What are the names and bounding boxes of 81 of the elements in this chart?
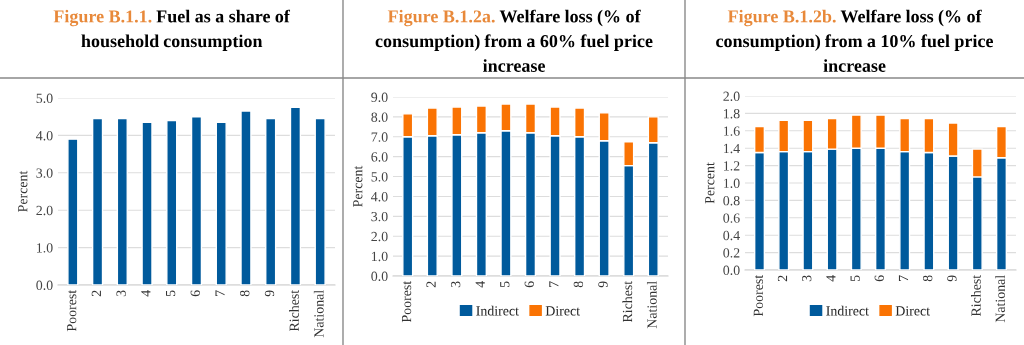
bar: [190, 116, 203, 285]
x-tick-label: Richest: [970, 274, 981, 317]
y-tick-label: 2.0: [36, 205, 53, 216]
x-tick-label: 8: [573, 281, 584, 288]
y-axis-title: Percent: [353, 165, 363, 207]
y-tick-label: 1.0: [37, 243, 53, 253]
x-tick-label: 9: [598, 281, 608, 288]
y-tick-label: 2.0: [371, 231, 388, 242]
x-tick-label: 2: [426, 281, 436, 288]
y-axis-title: Percent: [18, 170, 28, 212]
x-tick-label: 3: [802, 275, 812, 282]
y-tick-label: 0.6: [723, 213, 740, 223]
bar: [215, 121, 227, 285]
y-tick-label: 5.0: [371, 172, 388, 182]
x-tick-label: National: [995, 275, 1005, 323]
bar: [166, 119, 178, 285]
bar: [141, 121, 153, 285]
x-tick-label: 7: [549, 281, 559, 287]
y-tick-label: 5.0: [36, 93, 53, 104]
y-tick-label: 4.0: [371, 192, 388, 202]
y-tick-label: 1.6: [724, 126, 740, 136]
x-tick-label: 2: [91, 290, 101, 297]
bar: [289, 106, 302, 285]
y-tick-label: 1.0: [724, 178, 740, 189]
y-tick-label: 7.0: [371, 132, 388, 142]
x-tick-label: National: [646, 281, 657, 329]
x-tick-label: 8: [923, 275, 933, 282]
chart-title: Figure B.1.1. Fuel as a share of household consumption: [53, 9, 291, 51]
x-tick-label: Poorest: [401, 280, 412, 323]
bar: [91, 117, 104, 285]
bar: [240, 110, 252, 285]
chart-title: Figure B.1.2b. Welfare loss (% of consumption) from a 10% fuel price increase: [716, 9, 994, 72]
y-tick-label: 6.0: [371, 152, 388, 162]
x-tick-label: 3: [116, 290, 126, 297]
bar: [314, 117, 326, 285]
y-tick-label: 0.0: [36, 280, 53, 291]
x-tick-label: 5: [166, 290, 176, 296]
chart-title: Figure B.1.2a. Welfare loss (% of consumption) from a 60% fuel price increase: [375, 9, 653, 72]
x-tick-label: 5: [500, 281, 510, 287]
bar: [67, 138, 79, 285]
y-tick-label: 1.8: [724, 108, 740, 119]
y-tick-label: 0.4: [723, 230, 740, 241]
x-tick-label: 8: [240, 290, 250, 297]
y-axis-title: Percent: [705, 162, 715, 204]
legend-label: Direct: [895, 306, 930, 316]
legend-label: Indirect: [476, 305, 519, 316]
x-tick-label: 4: [475, 281, 485, 288]
x-tick-label: Richest: [289, 289, 299, 332]
y-tick-label: 4.0: [36, 130, 53, 141]
x-tick-label: 7: [898, 275, 909, 281]
y-tick-label: 3.0: [371, 211, 388, 222]
y-tick-label: 1.2: [724, 161, 740, 171]
legend-label: Direct: [545, 306, 580, 316]
y-tick-label: 3.0: [36, 168, 53, 178]
bar: [116, 117, 128, 285]
x-tick-label: Poorest: [67, 289, 77, 332]
x-tick-label: 9: [947, 275, 957, 282]
x-tick-label: 2: [777, 275, 788, 282]
x-tick-label: 6: [190, 290, 200, 297]
y-tick-label: 0.0: [371, 271, 388, 282]
y-tick-label: 2.0: [723, 91, 740, 102]
legend-label: Indirect: [826, 305, 869, 316]
y-tick-label: 1.0: [372, 251, 388, 262]
x-tick-label: 9: [264, 290, 275, 297]
x-tick-label: 7: [215, 290, 225, 296]
x-tick-label: Richest: [622, 280, 633, 323]
x-tick-label: Poorest: [753, 274, 763, 317]
bar: [265, 117, 277, 285]
x-tick-label: 6: [524, 281, 534, 288]
y-tick-label: 1.4: [724, 143, 740, 154]
y-tick-label: 0.0: [723, 265, 740, 276]
x-tick-label: 3: [450, 281, 461, 288]
y-tick-label: 0.8: [723, 195, 740, 206]
y-tick-label: 9.0: [371, 92, 388, 103]
x-tick-label: National: [313, 290, 324, 338]
y-tick-label: 8.0: [371, 112, 388, 122]
x-tick-label: 6: [874, 275, 884, 282]
x-tick-label: 4: [826, 275, 836, 282]
x-tick-label: 4: [141, 290, 151, 297]
y-tick-label: 0.2: [723, 248, 740, 258]
x-tick-label: 5: [850, 275, 860, 281]
